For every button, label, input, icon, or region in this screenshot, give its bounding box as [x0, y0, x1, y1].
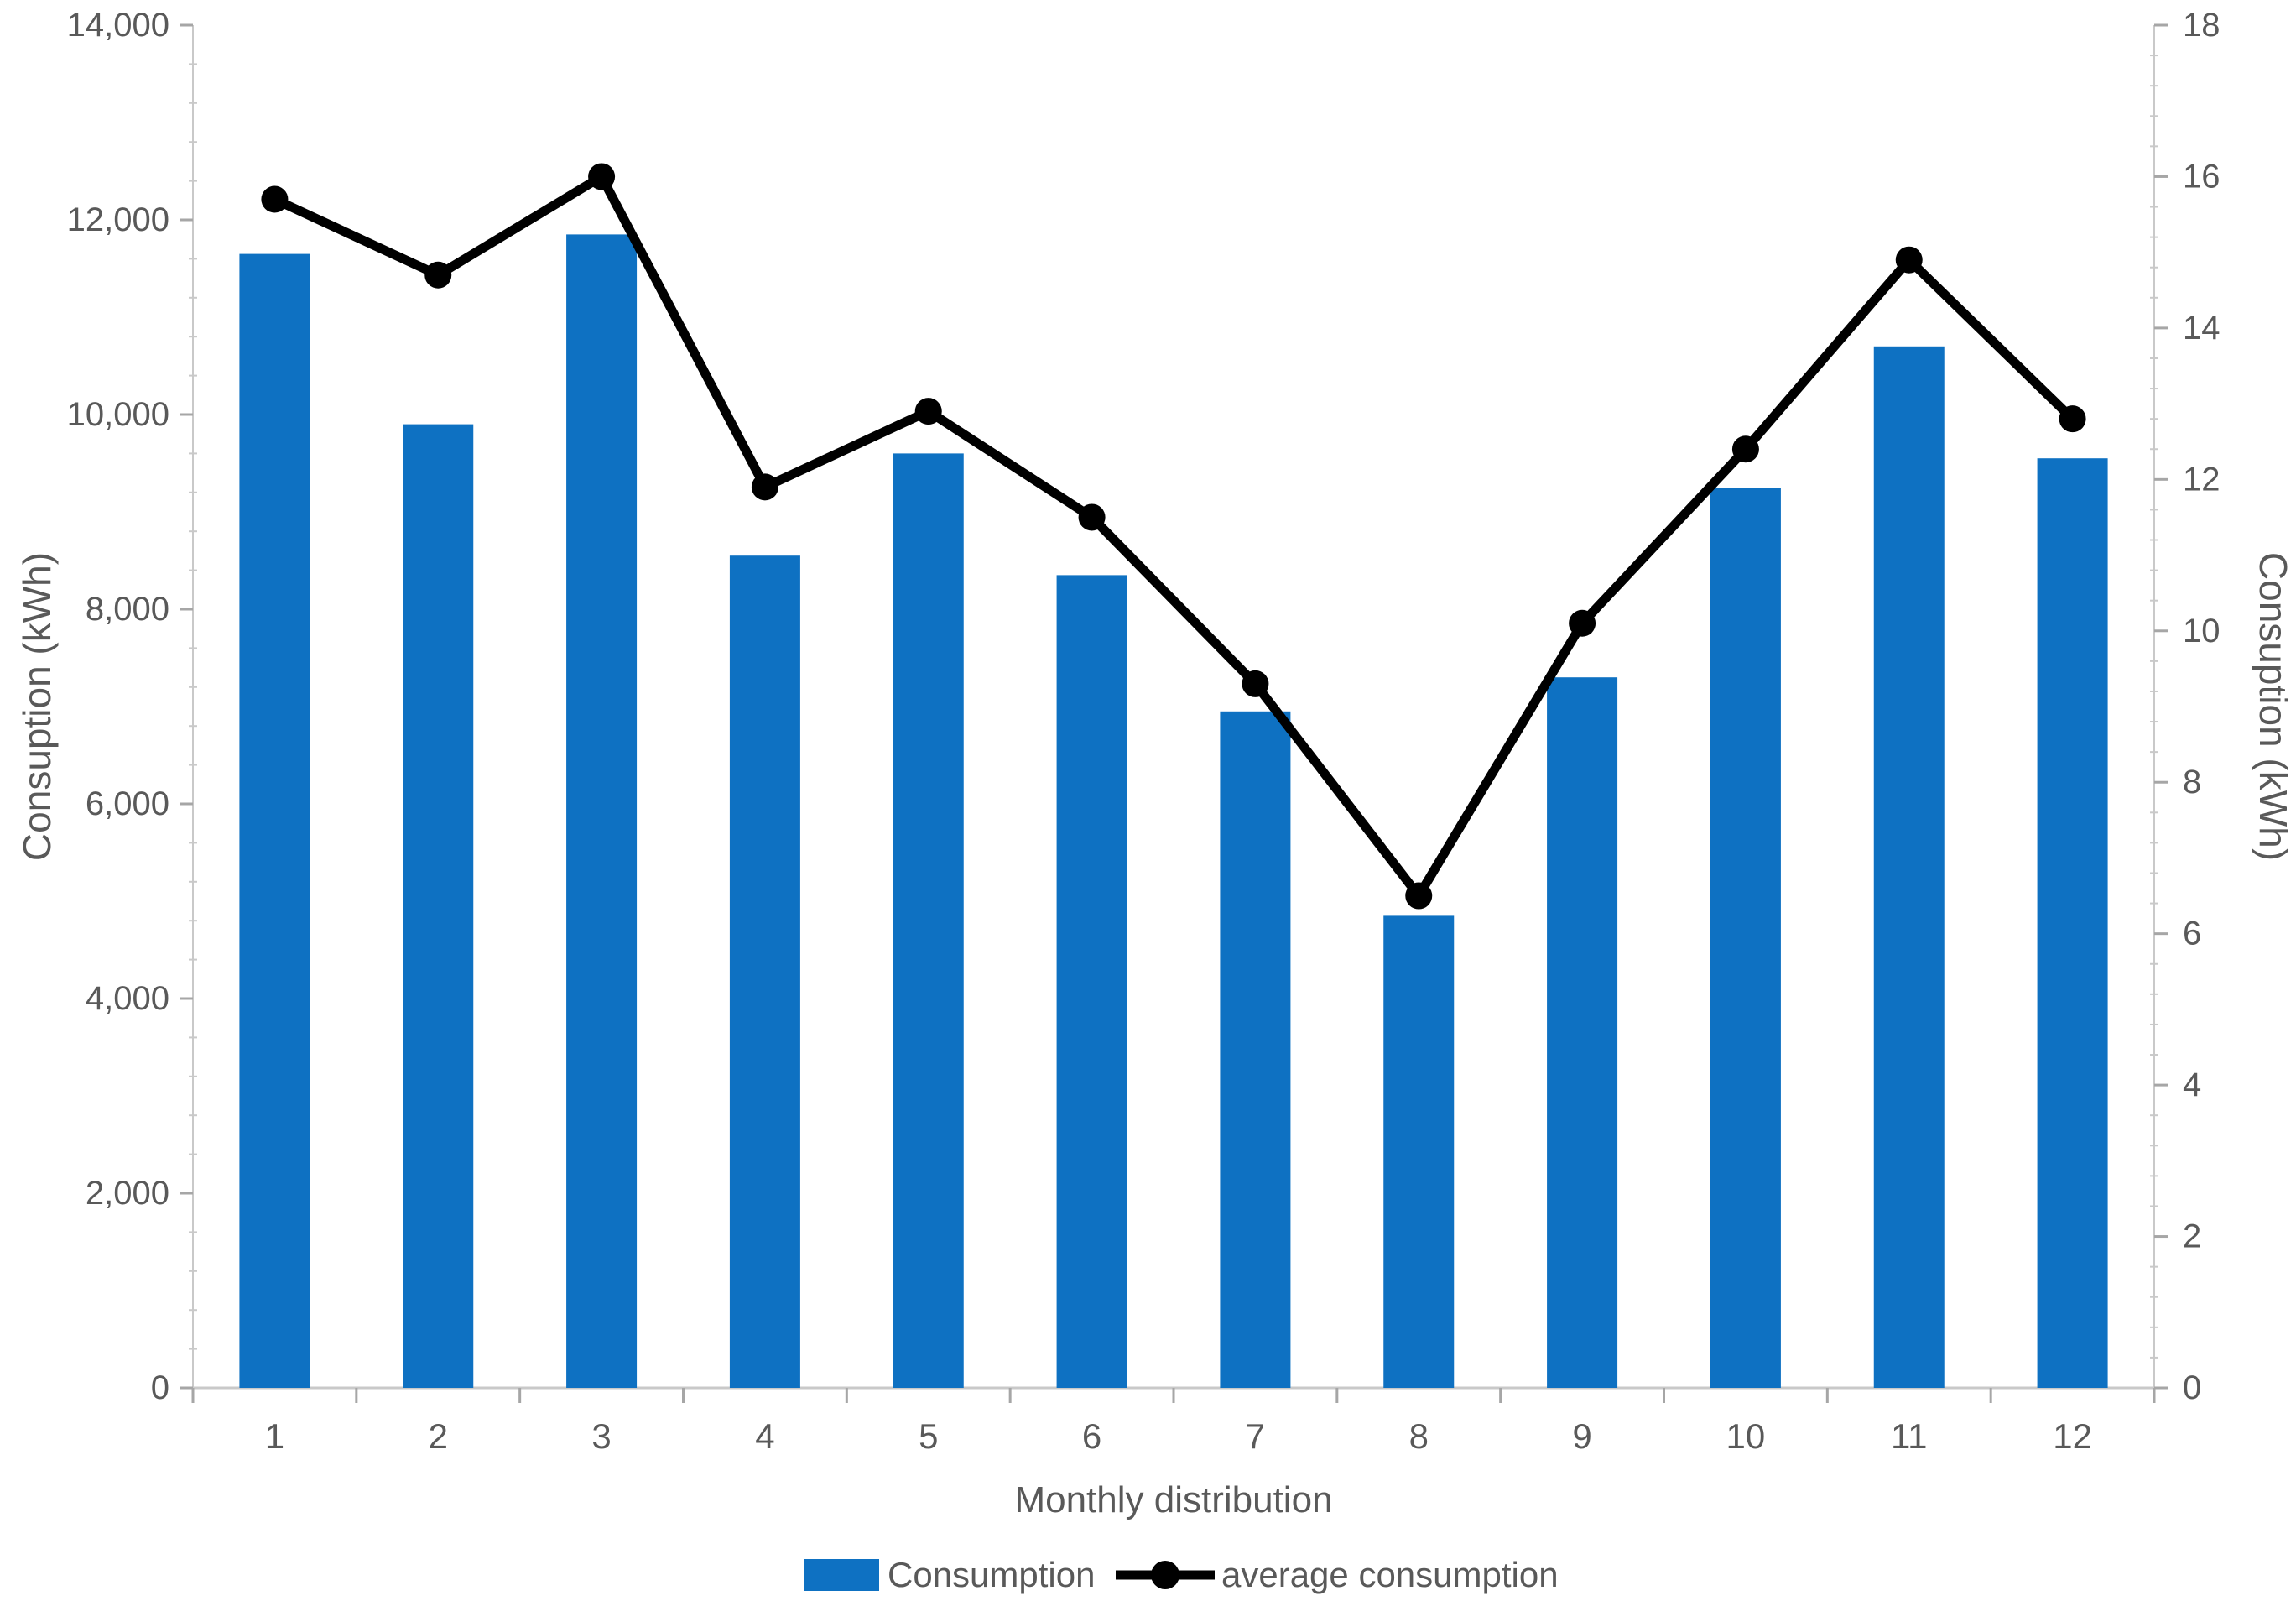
left-axis-tick-label: 14,000	[67, 7, 169, 44]
right-axis-tick-label: 14	[2183, 310, 2221, 347]
legend: Consumption average consumption	[804, 1555, 1559, 1594]
x-axis-title: Monthly distribution	[1014, 1479, 1332, 1520]
average-consumption-marker-month-6	[1078, 503, 1106, 531]
right-axis-tick-label: 12	[2183, 461, 2221, 498]
x-axis-category-label: 7	[1246, 1416, 1265, 1456]
bar-month-1	[239, 253, 310, 1389]
legend-consumption-swatch	[804, 1559, 879, 1591]
left-axis-tick-label: 2,000	[86, 1175, 169, 1212]
bar-month-11	[1873, 346, 1945, 1388]
average-consumption-marker-month-9	[1569, 609, 1596, 637]
average-consumption-marker-month-4	[751, 473, 778, 501]
bar-month-3	[566, 234, 638, 1388]
bar-month-9	[1547, 677, 1618, 1388]
bar-month-4	[729, 555, 800, 1388]
average-consumption-marker-month-10	[1731, 435, 1759, 463]
left-axis-tick-label: 6,000	[86, 785, 169, 822]
x-axis-category-label: 12	[2053, 1416, 2092, 1456]
x-axis-category-label: 8	[1409, 1416, 1429, 1456]
average-consumption-marker-month-11	[1895, 246, 1923, 274]
x-axis-category-label: 5	[919, 1416, 938, 1456]
average-consumption-marker-month-5	[914, 398, 942, 425]
x-axis-category-label: 1	[265, 1416, 284, 1456]
average-consumption-line	[269, 171, 2078, 901]
right-axis-tick-label: 4	[2183, 1067, 2201, 1103]
bar-month-8	[1383, 915, 1455, 1388]
x-axis-category-label: 4	[755, 1416, 774, 1456]
plot-area: 0 2,000 4,000 6,000 8,000 10,000 12,000 14,000 0…	[67, 7, 2221, 1456]
right-axis-title: Consuption (kWh)	[2252, 552, 2295, 861]
x-axis-category-label: 9	[1572, 1416, 1591, 1456]
right-axis-tick-label: 10	[2183, 613, 2221, 649]
x-axis-category-label: 2	[429, 1416, 448, 1456]
x-axis-category-label: 3	[591, 1416, 611, 1456]
left-axis-tick-label: 10,000	[67, 396, 169, 433]
right-axis-tick-label: 16	[2183, 158, 2221, 195]
bar-month-6	[1056, 575, 1127, 1388]
bar-month-5	[893, 453, 964, 1388]
legend-average-label: average consumption	[1221, 1555, 1559, 1594]
right-axis-tick-label: 0	[2183, 1369, 2201, 1406]
left-axis-title: Consuption (kWh)	[15, 552, 59, 861]
average-consumption-marker-month-1	[261, 185, 289, 213]
right-axis-tick-label: 8	[2183, 764, 2201, 801]
legend-average-marker-icon	[1151, 1561, 1179, 1589]
average-consumption-marker-month-2	[424, 261, 452, 289]
right-axis-tick-label: 2	[2183, 1218, 2201, 1255]
right-axis-tick-label: 18	[2183, 7, 2221, 44]
left-axis-tick-label: 12,000	[67, 201, 169, 238]
x-axis-category-label: 6	[1082, 1416, 1101, 1456]
legend-consumption-label: Consumption	[888, 1555, 1095, 1594]
left-axis-tick-label: 8,000	[86, 591, 169, 628]
right-axis-tick-label: 6	[2183, 915, 2201, 952]
left-axis-tick-label: 4,000	[86, 980, 169, 1017]
average-consumption-marker-month-3	[588, 163, 616, 190]
bar-month-2	[403, 424, 474, 1389]
x-axis-category-label: 11	[1891, 1416, 1928, 1456]
bar-month-7	[1220, 711, 1291, 1388]
average-consumption-marker-month-8	[1405, 882, 1433, 910]
bar-month-12	[2037, 458, 2108, 1389]
x-axis-category-label: 10	[1726, 1416, 1766, 1456]
average-consumption-marker-month-12	[2059, 405, 2086, 433]
average-consumption-marker-month-7	[1242, 670, 1269, 697]
bar-month-10	[1710, 488, 1781, 1388]
left-axis-tick-label: 0	[151, 1369, 169, 1406]
